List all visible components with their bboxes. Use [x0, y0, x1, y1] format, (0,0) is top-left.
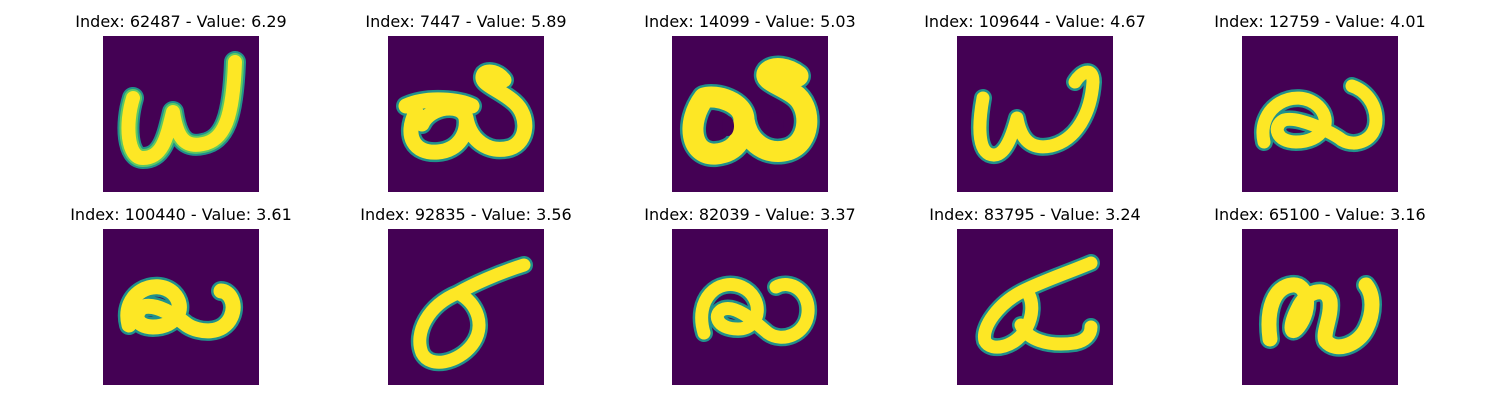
digit-image-w-2 — [957, 36, 1113, 192]
digit-image-loop-w — [1242, 229, 1398, 385]
tile-9: Index: 83795 - Value: 3.24 — [915, 205, 1155, 395]
digit-image-loop-with-tail — [1242, 36, 1398, 192]
tile-title: Index: 65100 - Value: 3.16 — [1214, 205, 1426, 224]
digit-image-sigma-like — [388, 229, 544, 385]
tile-1: Index: 62487 - Value: 6.29 — [61, 12, 301, 202]
tile-7: Index: 92835 - Value: 3.56 — [346, 205, 586, 395]
digit-image-double-loop — [388, 36, 544, 192]
digit-image-loop-with-tail-3 — [672, 229, 828, 385]
tile-title: Index: 83795 - Value: 3.24 — [929, 205, 1141, 224]
tile-8: Index: 82039 - Value: 3.37 — [630, 205, 870, 395]
tile-5: Index: 12759 - Value: 4.01 — [1200, 12, 1440, 202]
tile-title: Index: 82039 - Value: 3.37 — [644, 205, 856, 224]
digit-image-bold-double-loop — [672, 36, 828, 192]
tile-6: Index: 100440 - Value: 3.61 — [61, 205, 301, 395]
tile-2: Index: 7447 - Value: 5.89 — [346, 12, 586, 202]
tile-title: Index: 7447 - Value: 5.89 — [365, 12, 567, 31]
digit-image-loop-with-tail-2 — [103, 229, 259, 385]
tile-3: Index: 14099 - Value: 5.03 — [630, 12, 870, 202]
tile-title: Index: 14099 - Value: 5.03 — [644, 12, 856, 31]
tile-title: Index: 109644 - Value: 4.67 — [924, 12, 1146, 31]
digit-image-w — [103, 36, 259, 192]
tile-title: Index: 92835 - Value: 3.56 — [360, 205, 572, 224]
tile-title: Index: 100440 - Value: 3.61 — [70, 205, 292, 224]
tile-10: Index: 65100 - Value: 3.16 — [1200, 205, 1440, 395]
tile-title: Index: 62487 - Value: 6.29 — [75, 12, 287, 31]
digit-image-triangle-hook — [957, 229, 1113, 385]
tile-title: Index: 12759 - Value: 4.01 — [1214, 12, 1426, 31]
tile-4: Index: 109644 - Value: 4.67 — [915, 12, 1155, 202]
